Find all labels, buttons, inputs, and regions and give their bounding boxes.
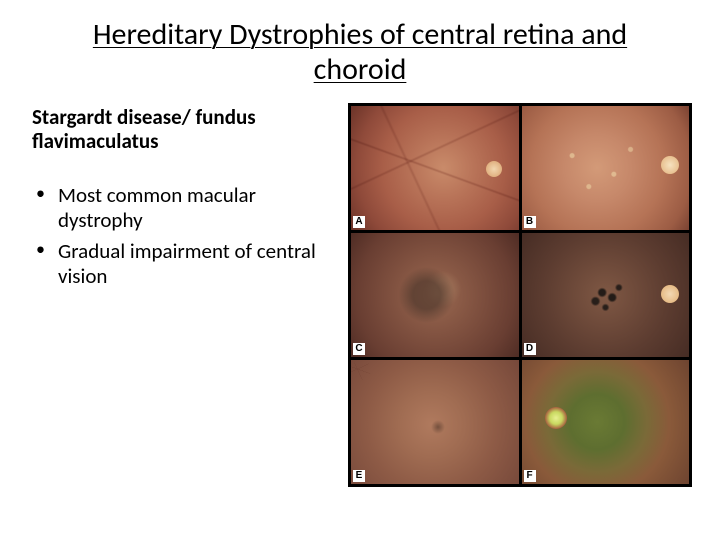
bullet-list: Most common macular dystrophy Gradual im…	[32, 183, 330, 288]
retina-photo-icon	[522, 360, 690, 484]
panel-tag: D	[524, 343, 536, 355]
retina-photo-icon	[522, 233, 690, 357]
fundus-panel-d: D	[522, 233, 690, 357]
content-row: Stargardt disease/ fundus flavimaculatus…	[0, 91, 720, 487]
fundus-panel-c: C	[351, 233, 519, 357]
disease-subtitle: Stargardt disease/ fundus flavimaculatus	[32, 105, 330, 153]
fundus-panel-e: E	[351, 360, 519, 484]
fundus-panel-f: F	[522, 360, 690, 484]
retina-photo-icon	[351, 360, 519, 484]
fundus-image-grid: A B C D E F	[348, 103, 692, 487]
panel-tag: C	[353, 343, 365, 355]
slide-title: Hereditary Dystrophies of central retina…	[0, 0, 720, 91]
list-item: Gradual impairment of central vision	[32, 239, 330, 289]
panel-tag: F	[524, 470, 536, 482]
retina-photo-icon	[351, 106, 519, 230]
retina-photo-icon	[351, 233, 519, 357]
fundus-panel-a: A	[351, 106, 519, 230]
list-item: Most common macular dystrophy	[32, 183, 330, 233]
panel-tag: A	[353, 216, 365, 228]
retina-photo-icon	[522, 106, 690, 230]
panel-tag: E	[353, 470, 365, 482]
panel-tag: B	[524, 216, 536, 228]
text-column: Stargardt disease/ fundus flavimaculatus…	[32, 103, 330, 487]
fundus-panel-b: B	[522, 106, 690, 230]
